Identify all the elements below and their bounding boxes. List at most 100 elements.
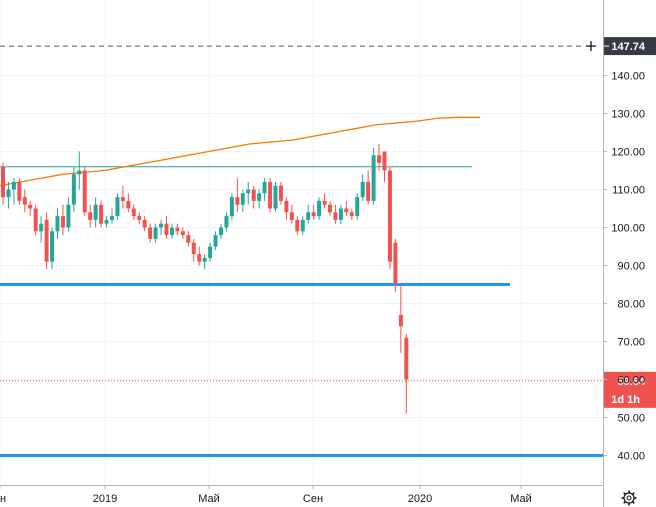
candle-down xyxy=(284,200,289,213)
candle-down xyxy=(28,204,33,209)
crosshair-price-label: 147.74 xyxy=(611,41,646,53)
last-price-label: 59.64 xyxy=(617,376,645,388)
candle-up xyxy=(371,155,376,201)
candle-up xyxy=(115,197,120,217)
candle-up xyxy=(213,235,218,247)
candle-up xyxy=(77,170,82,175)
candle-up xyxy=(229,197,234,217)
x-tick-label: 2020 xyxy=(408,493,432,505)
candle-down xyxy=(311,212,316,217)
candle-up xyxy=(317,200,322,217)
last-price-badge xyxy=(604,371,656,408)
y-tick-label: 90.00 xyxy=(617,261,645,273)
candle-up xyxy=(39,223,44,232)
y-tick-label: 100.00 xyxy=(611,223,645,235)
candle-down xyxy=(148,227,153,239)
candle-down xyxy=(22,197,27,205)
candle-down xyxy=(377,155,382,163)
candle-up xyxy=(262,181,267,194)
candle-up xyxy=(360,181,365,198)
x-tick-label: Сен xyxy=(303,493,323,505)
candle-down xyxy=(99,204,104,224)
candle-up xyxy=(338,208,343,220)
y-tick-label: 120.00 xyxy=(611,147,645,159)
gear-icon[interactable] xyxy=(621,490,637,506)
candle-down xyxy=(251,189,256,201)
y-tick-label: 140.00 xyxy=(611,71,645,83)
candle-down xyxy=(60,216,65,228)
y-tick-label: 70.00 xyxy=(617,337,645,349)
candle-down xyxy=(349,212,354,217)
candle-down xyxy=(366,181,371,201)
gear-tooth xyxy=(623,492,627,496)
candle-up xyxy=(55,216,60,232)
candle-down xyxy=(333,212,338,220)
countdown-label: 1d 1h xyxy=(611,394,640,406)
y-tick-label: 130.00 xyxy=(611,109,645,121)
candle-up xyxy=(159,223,164,228)
candle-up xyxy=(300,219,305,232)
candle-up xyxy=(104,219,109,224)
horizontal-levels xyxy=(0,166,603,457)
gear-tooth xyxy=(631,500,635,504)
crosshair-add-icon[interactable] xyxy=(583,38,599,55)
gear-ring xyxy=(623,492,635,504)
candle-up xyxy=(71,174,76,205)
candle-down xyxy=(120,197,125,201)
candle-down xyxy=(387,170,392,262)
candle-up xyxy=(273,185,278,209)
candle-down xyxy=(295,219,300,232)
candle-down xyxy=(82,170,87,213)
candle-down xyxy=(137,216,142,220)
time-axis[interactable]: ен 2019 Май Сен 2020 Май xyxy=(0,485,603,505)
candle-up xyxy=(110,216,114,220)
gear-hub xyxy=(626,495,632,501)
price-axis[interactable]: 40.00 50.00 60.00 70.00 80.00 90.00 100.00 110.… xyxy=(603,0,645,507)
candle-down xyxy=(88,212,93,220)
candle-down xyxy=(44,219,49,262)
candle-down xyxy=(33,208,38,232)
candle-down xyxy=(278,185,283,201)
y-tick-label: 40.00 xyxy=(617,451,645,463)
candle-down xyxy=(175,227,180,232)
y-tick-label: 60.00 xyxy=(617,375,645,387)
candle-down xyxy=(17,181,22,201)
candle-up xyxy=(169,227,174,236)
candle-down xyxy=(197,254,202,262)
candle-down xyxy=(142,219,147,228)
candle-up xyxy=(208,246,213,258)
grid-lines xyxy=(0,0,603,485)
candle-down xyxy=(398,314,403,327)
candle-up xyxy=(66,204,71,228)
x-tick-label: Май xyxy=(198,493,220,505)
x-tick-label: ен xyxy=(0,493,6,505)
candle-down xyxy=(126,200,131,209)
candle-down xyxy=(382,151,387,171)
candle-down xyxy=(164,223,169,236)
candle-up xyxy=(257,193,262,201)
candle-up xyxy=(50,231,55,262)
candle-down xyxy=(235,197,240,205)
candle-up xyxy=(246,189,251,194)
candle-up xyxy=(224,216,229,228)
candle-down xyxy=(186,235,191,243)
axis-settings-button[interactable] xyxy=(621,490,637,506)
candle-up xyxy=(219,227,223,236)
y-tick-label: 50.00 xyxy=(617,413,645,425)
candle-down xyxy=(328,204,332,213)
candles-layer xyxy=(1,143,409,414)
candle-down xyxy=(322,200,327,205)
candle-up xyxy=(306,212,311,220)
y-tick-label: 110.00 xyxy=(612,185,645,197)
candle-down xyxy=(344,208,349,213)
candle-up xyxy=(355,197,360,217)
gear-tooth xyxy=(631,492,635,496)
candle-down xyxy=(268,181,273,209)
candle-down xyxy=(191,242,196,255)
candle-up xyxy=(240,193,245,205)
candle-down xyxy=(393,242,398,285)
candle-down xyxy=(289,212,294,220)
candle-up xyxy=(153,227,158,239)
candle-up xyxy=(93,204,98,220)
